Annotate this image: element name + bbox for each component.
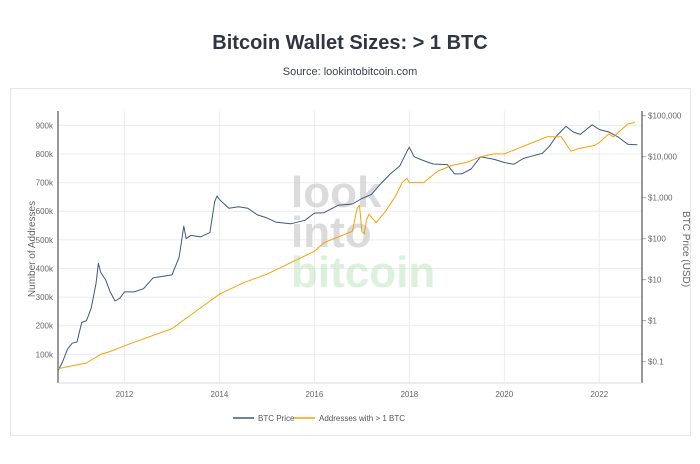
y-left-tick-label: 200k bbox=[36, 322, 54, 331]
watermark: look into bitcoin bbox=[291, 168, 435, 297]
y-left-tick-label: 600k bbox=[36, 207, 54, 216]
x-tick-label: 2016 bbox=[305, 390, 323, 399]
y-right-tick-label: $10,000 bbox=[648, 153, 677, 162]
y-left-tick-label: 100k bbox=[36, 350, 54, 359]
chart-title: Bitcoin Wallet Sizes: > 1 BTC bbox=[212, 32, 488, 54]
y-left-tick-label: 800k bbox=[36, 150, 54, 159]
y-left-tick-label: 300k bbox=[36, 293, 54, 302]
legend-label-addresses: Addresses with > 1 BTC bbox=[319, 414, 405, 423]
x-tick-label: 2022 bbox=[590, 390, 608, 399]
chart-panel: look into bitcoin 100k 200k 300k 400k 500k 60… bbox=[10, 88, 691, 436]
watermark-bitcoin: bitcoin bbox=[291, 248, 435, 297]
y-right-tick-label: $1 bbox=[648, 317, 657, 326]
axes: 100k 200k 300k 400k 500k 600k 700k 800k 900k $0.1… bbox=[36, 111, 682, 399]
y-right-tick-label: $100 bbox=[648, 235, 666, 244]
x-tick-label: 2020 bbox=[495, 390, 513, 399]
legend-label-price: BTC Price bbox=[258, 414, 295, 423]
chart-subtitle: Source: lookintobitcoin.com bbox=[282, 66, 418, 78]
watermark-look: look bbox=[291, 168, 382, 217]
y-left-tick-label: 700k bbox=[36, 179, 54, 188]
chart-svg: look into bitcoin 100k 200k 300k 400k 500k 60… bbox=[27, 111, 691, 423]
gridlines bbox=[58, 111, 642, 383]
y-left-tick-label: 900k bbox=[36, 121, 54, 130]
y-right-tick-label: $1,000 bbox=[648, 194, 673, 203]
x-tick-label: 2012 bbox=[116, 390, 134, 399]
y-right-tick-label: $10 bbox=[648, 276, 662, 285]
y-right-tick-label: $0.1 bbox=[648, 358, 664, 367]
y-axis-right-label: BTC Price (USD) bbox=[680, 211, 690, 287]
y-axis-left-label: Number of Addresses bbox=[27, 201, 38, 297]
x-tick-label: 2014 bbox=[211, 390, 229, 399]
series-layer bbox=[57, 122, 638, 371]
y-left-tick-label: 500k bbox=[36, 236, 54, 245]
watermark-into: into bbox=[291, 208, 372, 257]
y-left-tick-label: 400k bbox=[36, 264, 54, 273]
y-right-tick-label: $100,000 bbox=[648, 112, 682, 121]
x-tick-label: 2018 bbox=[400, 390, 418, 399]
series-line-btc-price bbox=[57, 124, 638, 371]
series-line-addresses bbox=[57, 122, 635, 370]
legend: BTC Price Addresses with > 1 BTC bbox=[233, 414, 405, 423]
